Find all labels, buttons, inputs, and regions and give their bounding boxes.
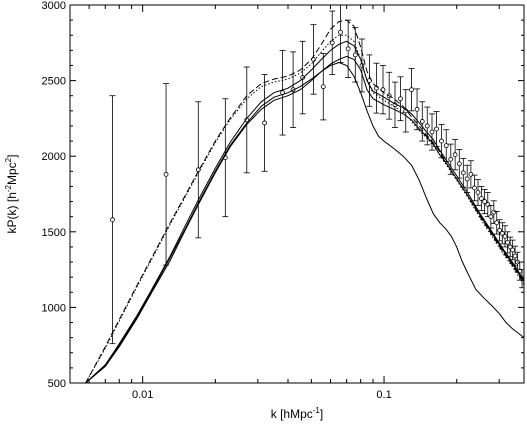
data-point <box>488 214 494 220</box>
x-axis-label: k [hMpc-1] <box>271 406 323 421</box>
data-point <box>443 143 449 149</box>
data-point <box>439 138 444 144</box>
data-point <box>464 176 470 182</box>
plot-content <box>85 5 524 383</box>
y-axis-label: kP(k) [h-2Mpc2] <box>4 155 19 234</box>
data-point <box>475 190 481 195</box>
data-point <box>472 185 477 191</box>
data-point <box>424 123 430 129</box>
data-point <box>510 247 516 253</box>
data-point <box>485 202 491 207</box>
y-tick-label: 1500 <box>42 227 66 239</box>
data-point <box>478 196 484 201</box>
data-point <box>398 96 403 102</box>
data-point <box>300 75 306 80</box>
model-curve-dashed <box>85 19 524 383</box>
axis-ticks: 500 1000 1500 2000 2500 3000 0.01 0.1 <box>42 0 524 401</box>
data-point <box>482 199 488 204</box>
model-curve-solid <box>85 40 524 383</box>
data-point <box>320 84 326 90</box>
model-curve-dotted <box>85 34 524 383</box>
data-point <box>502 233 508 239</box>
model-curve-solid <box>85 55 524 383</box>
x-tick-label: 0.1 <box>376 389 391 401</box>
model-curve-solid <box>85 61 524 383</box>
data-point <box>448 156 454 162</box>
plot-frame <box>69 4 525 384</box>
data-point <box>163 171 169 177</box>
data-point <box>419 119 425 124</box>
data-point <box>494 220 500 226</box>
y-tick-label: 2500 <box>42 76 66 88</box>
data-point <box>409 87 414 93</box>
data-point <box>338 29 343 35</box>
data-point <box>329 40 335 46</box>
y-tick-label: 1000 <box>42 302 66 314</box>
data-point <box>262 120 267 126</box>
data-point <box>452 152 458 158</box>
data-point <box>460 170 466 176</box>
data-point <box>110 217 115 223</box>
data-point <box>434 126 439 132</box>
y-tick-label: 3000 <box>42 0 66 12</box>
data-point <box>468 171 474 177</box>
data-point <box>507 244 513 250</box>
data-point <box>429 129 435 135</box>
data-point <box>352 52 358 58</box>
y-tick-label: 2000 <box>42 151 66 163</box>
data-point <box>345 46 351 52</box>
data-point <box>456 161 462 167</box>
data-point <box>499 230 505 236</box>
data-point <box>491 209 497 215</box>
x-tick-label: 0.01 <box>132 389 153 401</box>
data-point <box>414 106 420 112</box>
data-point <box>505 239 511 245</box>
data-point <box>512 253 518 259</box>
y-tick-label: 500 <box>48 378 66 390</box>
data-point <box>497 227 502 233</box>
